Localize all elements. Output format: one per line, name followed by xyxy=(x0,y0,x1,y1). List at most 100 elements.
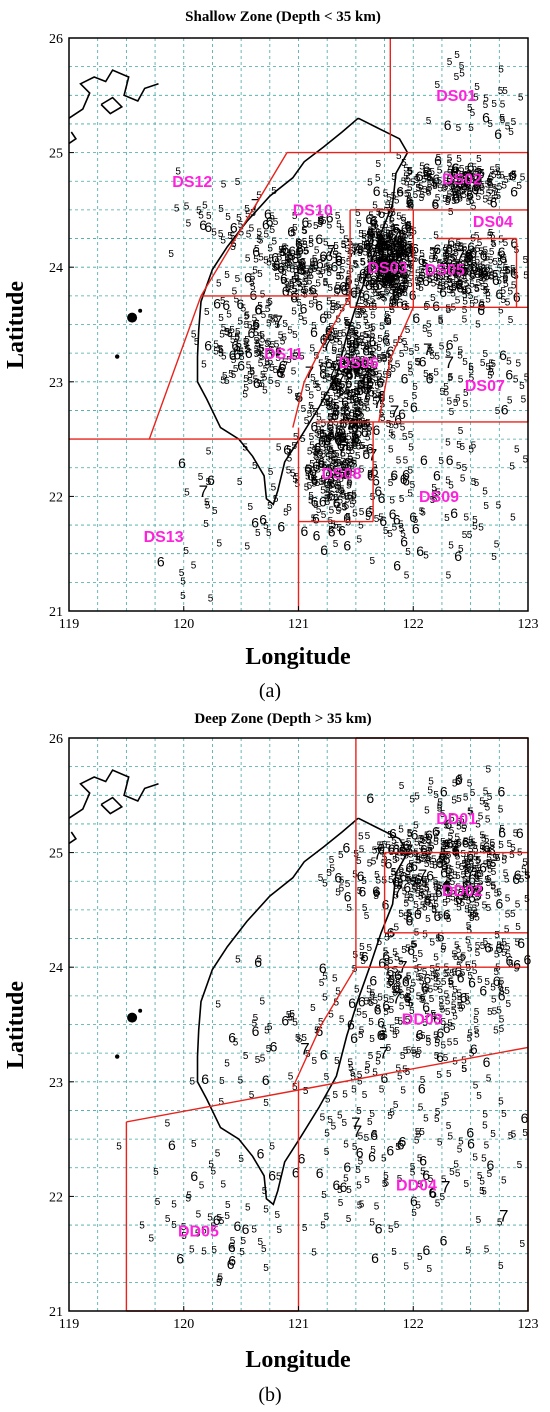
event-marker: 5 xyxy=(221,1179,227,1190)
event-marker: 5 xyxy=(385,274,391,285)
event-marker: 5 xyxy=(311,1248,317,1259)
event-marker: 5 xyxy=(235,954,241,965)
event-marker: 5 xyxy=(487,1007,493,1018)
event-marker: 6 xyxy=(399,227,407,243)
event-marker: 5 xyxy=(467,249,473,260)
event-marker: 5 xyxy=(475,941,481,952)
event-marker: 5 xyxy=(321,1190,327,1201)
event-marker: 5 xyxy=(370,310,376,321)
event-marker: 5 xyxy=(406,229,412,240)
event-marker: 5 xyxy=(379,243,385,254)
event-marker: 6 xyxy=(392,288,400,304)
event-marker: 6 xyxy=(494,126,502,142)
event-marker: 5 xyxy=(340,356,346,367)
event-marker: 5 xyxy=(402,288,408,299)
event-marker: 5 xyxy=(468,853,474,864)
event-marker: 5 xyxy=(352,419,358,430)
penghu-islet xyxy=(127,312,138,323)
event-marker: 5 xyxy=(346,332,352,343)
event-marker: 5 xyxy=(267,501,273,512)
event-marker: 5 xyxy=(384,241,390,252)
event-marker: 6 xyxy=(419,1153,427,1169)
event-marker: 5 xyxy=(378,251,384,262)
event-marker: 5 xyxy=(375,256,381,267)
event-marker: 5 xyxy=(288,1072,294,1083)
event-marker: 5 xyxy=(473,873,479,884)
event-marker: 5 xyxy=(426,172,432,183)
event-marker: 5 xyxy=(517,1160,523,1171)
event-marker: 5 xyxy=(408,850,414,861)
event-marker: 5 xyxy=(263,1204,269,1215)
event-marker: 5 xyxy=(487,119,493,130)
event-marker: 5 xyxy=(375,1004,381,1015)
event-marker: 5 xyxy=(399,251,405,262)
event-marker: 5 xyxy=(369,279,375,290)
event-marker: 5 xyxy=(427,274,433,285)
event-marker: 5 xyxy=(474,283,480,294)
event-marker: 6 xyxy=(483,1054,491,1070)
event-marker: 5 xyxy=(358,521,364,532)
event-marker: 5 xyxy=(311,471,317,482)
event-marker: 5 xyxy=(370,295,376,306)
event-marker: 5 xyxy=(488,943,494,954)
event-marker: 5 xyxy=(482,1121,488,1132)
event-marker: 5 xyxy=(381,278,387,289)
event-marker: 5 xyxy=(363,386,369,397)
event-marker: 5 xyxy=(199,1181,205,1192)
event-marker: 5 xyxy=(479,180,485,191)
event-marker: 5 xyxy=(390,272,396,283)
event-marker: 5 xyxy=(460,265,466,276)
event-marker: 5 xyxy=(384,274,390,285)
zone-label-dd03: DD03 xyxy=(402,1012,443,1029)
event-marker: 5 xyxy=(323,237,329,248)
event-marker: 5 xyxy=(357,360,363,371)
event-marker: 5 xyxy=(428,268,434,279)
event-marker: 5 xyxy=(238,1154,244,1165)
zone-label-dd04: DD04 xyxy=(396,1178,437,1195)
event-marker: 5 xyxy=(495,963,501,974)
event-marker: 5 xyxy=(434,1114,440,1125)
event-marker: 5 xyxy=(155,1197,161,1208)
event-marker: 5 xyxy=(360,257,366,268)
event-marker: 5 xyxy=(455,280,461,291)
event-marker: 5 xyxy=(451,278,457,289)
event-marker: 5 xyxy=(412,1049,418,1060)
event-marker: 5 xyxy=(401,258,407,269)
event-marker: 5 xyxy=(375,252,381,263)
event-marker: 5 xyxy=(379,272,385,283)
event-marker: 6 xyxy=(369,213,377,229)
event-marker: 5 xyxy=(243,1051,249,1062)
event-marker: 6 xyxy=(400,242,408,258)
event-marker: 6 xyxy=(480,247,488,263)
event-marker: 5 xyxy=(415,281,421,292)
event-marker: 6 xyxy=(176,1251,184,1267)
event-marker: 6 xyxy=(492,272,500,288)
event-marker: 5 xyxy=(377,354,383,365)
event-marker: 6 xyxy=(350,284,358,300)
event-marker: 6 xyxy=(434,153,442,169)
event-marker: 6 xyxy=(401,297,409,313)
event-marker: 5 xyxy=(360,258,366,269)
event-marker: 5 xyxy=(449,253,455,264)
event-marker: 5 xyxy=(369,333,375,344)
event-marker: 5 xyxy=(453,1037,459,1048)
event-marker: 5 xyxy=(371,285,377,296)
event-marker: 6 xyxy=(384,311,392,327)
event-marker: 5 xyxy=(390,277,396,288)
event-marker: 5 xyxy=(489,271,495,282)
event-marker: 5 xyxy=(500,115,506,126)
event-marker: 5 xyxy=(388,253,394,264)
event-marker: 6 xyxy=(346,365,354,381)
event-marker: 5 xyxy=(356,442,362,453)
event-marker: 5 xyxy=(470,172,476,183)
event-marker: 5 xyxy=(391,191,397,202)
event-marker: 7 xyxy=(390,402,399,421)
event-marker: 5 xyxy=(456,183,462,194)
event-marker: 5 xyxy=(330,375,336,386)
event-marker: 5 xyxy=(357,383,363,394)
event-marker: 5 xyxy=(392,239,398,250)
event-marker: 5 xyxy=(418,283,424,294)
event-marker: 5 xyxy=(414,838,420,849)
event-marker: 5 xyxy=(503,272,509,283)
event-marker: 6 xyxy=(362,287,370,303)
